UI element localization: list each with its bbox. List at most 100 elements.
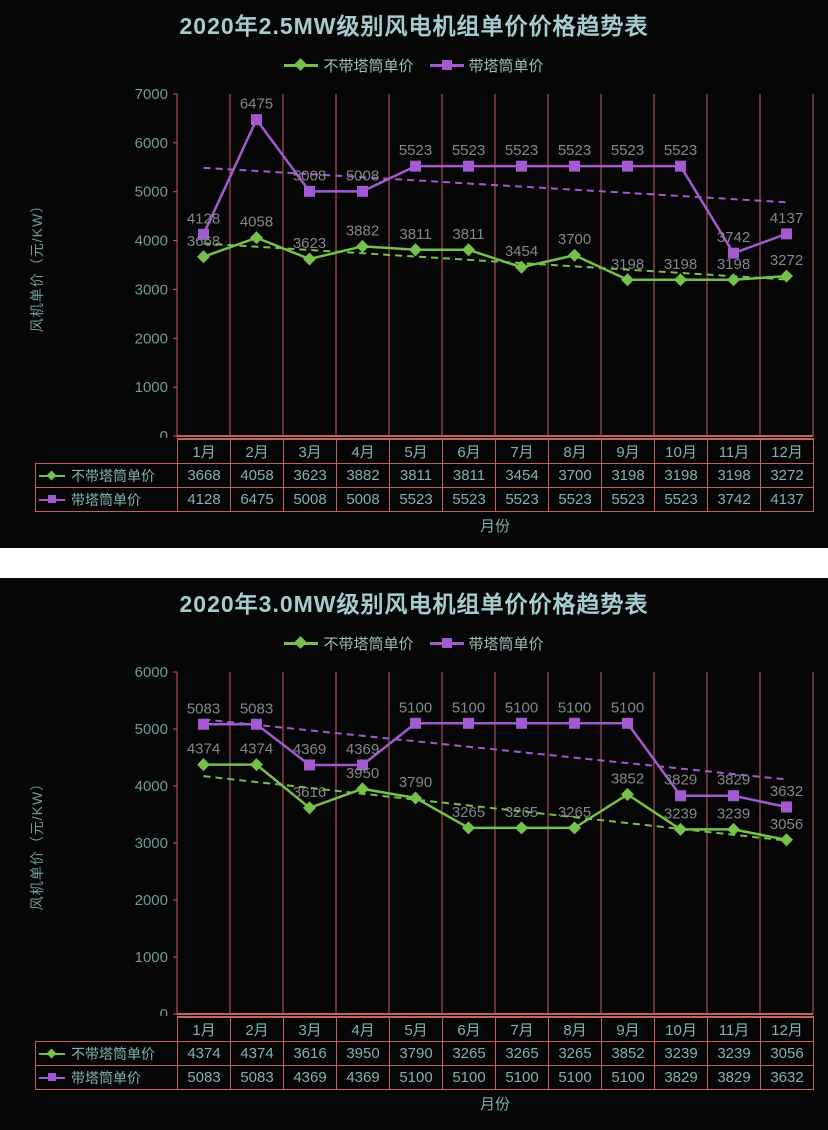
series-line-no-tower — [203, 763, 787, 842]
value-cell: 5523 — [548, 487, 602, 512]
y-tick-label: 5000 — [135, 721, 168, 738]
series-line-no-tower — [203, 236, 787, 282]
marker-diamond-icon — [620, 273, 635, 287]
marker-square-icon — [410, 160, 421, 172]
month-header-cell: 2月 — [230, 438, 284, 464]
chart-legend: 不带塔筒单价 带塔筒单价 — [0, 55, 828, 75]
value-cell: 3198 — [654, 463, 708, 488]
legend-marker-no-tower-icon — [284, 641, 319, 645]
marker-diamond-icon — [355, 239, 370, 253]
series-name: 不带塔筒单价 — [71, 467, 155, 484]
marker-square-icon — [516, 160, 527, 172]
value-cell: 3811 — [389, 463, 443, 488]
data-label: 5523 — [664, 142, 697, 159]
y-axis-title: 风机单价（元/KW） — [29, 776, 45, 910]
data-label: 5523 — [505, 142, 538, 159]
value-cell: 5100 — [442, 1065, 496, 1090]
data-label: 5100 — [505, 699, 538, 716]
table-header-row: 1月 2月 3月 4月 5月 6月 7月 8月 9月 10月 11月 12月 — [36, 1016, 814, 1042]
value-cell: 3616 — [283, 1041, 337, 1066]
panel-divider — [0, 548, 828, 578]
month-header-cell: 11月 — [707, 1016, 761, 1042]
marker-square-icon — [463, 160, 474, 172]
data-label: 3454 — [505, 243, 538, 260]
chart-legend: 不带塔筒单价 带塔筒单价 — [0, 633, 828, 653]
marker-diamond-icon — [567, 821, 582, 835]
value-cell: 3239 — [707, 1041, 761, 1066]
month-header-cell: 12月 — [760, 1016, 814, 1042]
marker-square-icon — [410, 717, 421, 729]
value-cell: 3668 — [177, 463, 231, 488]
price-trend-chart-2-5mw: 风机单价（元/KW） 0 1000 2000 3000 4000 5000 6000 7000 4… — [29, 86, 814, 438]
series-marker-diamond-icon — [39, 474, 65, 477]
month-header-cell: 1月 — [177, 1016, 231, 1042]
legend-label-no-tower: 不带塔筒单价 — [323, 635, 414, 653]
value-cell: 3239 — [654, 1041, 708, 1066]
y-tick-label: 5000 — [135, 184, 168, 201]
marker-square-icon — [516, 717, 527, 729]
value-cell: 5100 — [601, 1065, 655, 1090]
y-tick-label: 3000 — [135, 835, 168, 852]
month-header-cell: 7月 — [495, 1016, 549, 1042]
month-header-cell: 8月 — [548, 1016, 602, 1042]
data-label: 4137 — [770, 210, 803, 227]
month-header-cell: 6月 — [442, 438, 496, 464]
data-label: 3265 — [505, 804, 538, 821]
marker-square-icon — [569, 717, 580, 729]
value-cell: 4369 — [336, 1065, 390, 1090]
value-cell: 3198 — [601, 463, 655, 488]
series-line-with-tower — [202, 117, 787, 255]
data-label: 3829 — [717, 772, 750, 789]
value-cell: 3632 — [760, 1065, 814, 1090]
series-marker-square-icon — [39, 495, 65, 503]
x-axis-title: 月份 — [479, 518, 510, 535]
marker-square-icon — [675, 160, 686, 172]
marker-square-icon — [251, 718, 262, 730]
value-cell: 5523 — [601, 487, 655, 512]
month-header-cell: 2月 — [230, 1016, 284, 1042]
month-header-cell: 10月 — [654, 438, 708, 464]
marker-square-icon — [675, 790, 686, 802]
y-axis-ticks: 0 1000 2000 3000 4000 5000 6000 — [135, 664, 177, 1016]
chart-panel-2-5mw: 2020年2.5MW级别风电机组单价价格趋势表 不带塔筒单价 带塔筒单价 风机单… — [0, 0, 828, 548]
month-header-cell: 6月 — [442, 1016, 496, 1042]
marker-square-icon — [569, 160, 580, 172]
month-header-cell: 5月 — [389, 1016, 443, 1042]
month-header-cell: 4月 — [336, 1016, 390, 1042]
data-label: 3882 — [346, 222, 379, 239]
value-cell: 3454 — [495, 463, 549, 488]
marker-diamond-icon — [249, 231, 264, 245]
marker-diamond-icon — [779, 833, 794, 847]
value-cell: 3742 — [707, 487, 761, 512]
value-cell: 3882 — [336, 463, 390, 488]
value-cell: 5008 — [336, 487, 390, 512]
data-label: 3265 — [558, 804, 591, 821]
x-axis-title: 月份 — [479, 1096, 510, 1113]
marker-diamond-icon — [196, 250, 211, 264]
value-cell: 3829 — [707, 1065, 761, 1090]
value-cell: 5008 — [283, 487, 337, 512]
data-label: 3742 — [717, 229, 750, 246]
marker-diamond-icon — [620, 787, 635, 801]
table-row-no-tower: 不带塔筒单价 3668 4058 3623 3882 3811 3811 3454 3700 31… — [35, 463, 814, 488]
value-cell: 3790 — [389, 1041, 443, 1066]
marker-diamond-icon — [408, 791, 423, 805]
data-label: 3811 — [399, 226, 431, 243]
y-tick-label: 3000 — [135, 281, 168, 298]
data-label: 3239 — [664, 805, 697, 822]
table-row-with-tower: 带塔筒单价 5083 5083 4369 4369 5100 5100 5100 5100 510… — [35, 1065, 814, 1090]
legend-label-with-tower: 带塔筒单价 — [468, 635, 544, 653]
month-header-cell: 12月 — [760, 438, 814, 464]
value-cell: 3852 — [601, 1041, 655, 1066]
y-axis-ticks: 0 1000 2000 3000 4000 5000 6000 7000 — [135, 86, 177, 438]
data-label: 5523 — [558, 142, 591, 159]
marker-diamond-icon — [567, 248, 582, 262]
y-axis-title: 风机单价（元/KW） — [29, 198, 45, 332]
data-label: 3265 — [452, 804, 485, 821]
marker-diamond-icon — [514, 821, 529, 835]
value-cell: 3198 — [707, 463, 761, 488]
data-label: 4374 — [240, 741, 273, 758]
y-tick-label: 2000 — [135, 892, 168, 909]
data-labels-with-tower: 5083 5083 4369 4369 5100 5100 5100 5100 5100 3829… — [187, 699, 803, 800]
